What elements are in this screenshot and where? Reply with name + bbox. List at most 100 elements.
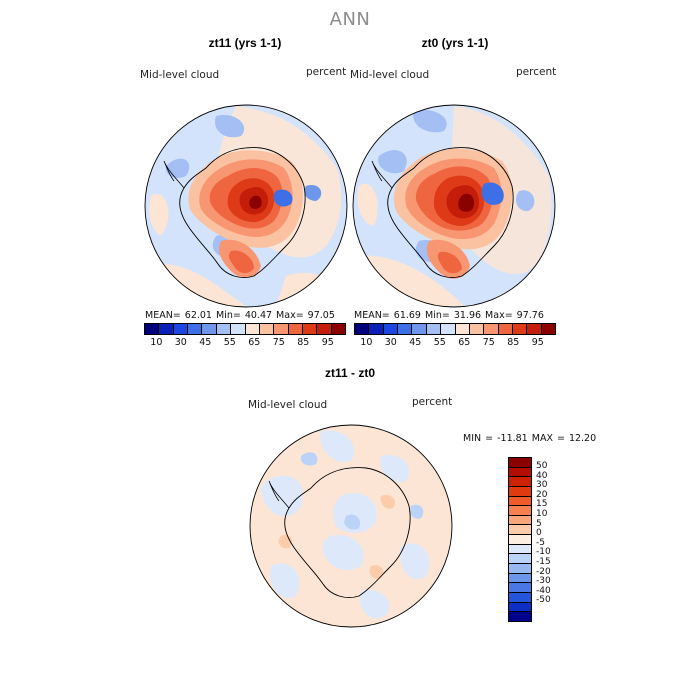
colorbar-tick-label: 65 [458,337,471,348]
colorbar-swatch [509,564,531,574]
panel2-polar-map [352,104,556,308]
colorbar-swatch [541,324,556,334]
panel1-units-label: percent [306,66,347,78]
colorbar-tick-label: 10 [536,509,548,520]
panel1-colorbar [144,323,346,335]
colorbar-swatch [173,324,189,334]
colorbar-tick-label: 30 [174,337,187,348]
colorbar-swatch [159,324,174,334]
panel2-title: zt0 (yrs 1-1) [421,36,489,50]
panel1-polar-map [144,104,348,308]
colorbar-swatch [509,486,531,497]
colorbar-swatch [509,515,531,526]
colorbar-tick-label: -5 [536,537,545,548]
panel2-colorbar-ticks: 10 30 45 55 65 75 85 95 [354,337,564,349]
colorbar-swatch [216,324,232,334]
colorbar-swatch [317,324,332,334]
colorbar-swatch [484,324,499,334]
colorbar-tick-label: 30 [536,480,548,491]
panel1-variable-label: Mid-level cloud [140,69,220,81]
colorbar-tick-label: -20 [536,566,551,577]
colorbar-swatch [509,496,531,507]
colorbar-swatch [512,324,528,334]
panel2-stats: MEAN= 61.69 Min= 31.96 Max= 97.76 [354,310,544,321]
colorbar-tick-label: 45 [409,337,422,348]
colorbar-swatch [383,324,399,334]
colorbar-tick-label: 75 [272,337,285,348]
colorbar-tick-label: 5 [536,518,542,529]
colorbar-swatch [527,324,542,334]
colorbar-swatch [509,458,531,468]
panel2-variable-label: Mid-level cloud [350,69,430,81]
colorbar-swatch [441,324,456,334]
colorbar-tick-label: -50 [536,595,551,606]
colorbar-tick-label: 0 [536,528,542,539]
colorbar-tick-label: 40 [536,470,548,481]
colorbar-tick-label: -30 [536,576,551,587]
panel2-colorbar [354,323,556,335]
colorbar-tick-label: 50 [536,461,548,472]
coastline [179,147,306,278]
colorbar-swatch [509,573,531,584]
colorbar-tick-label: 10 [150,337,163,348]
colorbar-tick-label: 65 [248,337,261,348]
coastline [284,467,411,598]
panel2-units-label: percent [516,66,557,78]
colorbar-swatch [509,506,531,516]
colorbar-swatch [355,324,370,334]
colorbar-swatch [509,525,531,536]
panel1-stats: MEAN= 62.01 Min= 40.47 Max= 97.05 [145,310,335,321]
colorbar-swatch [202,324,217,334]
colorbar-swatch [245,324,260,334]
map-border [249,424,453,628]
colorbar-tick-label: 20 [536,489,548,500]
colorbar-tick-label: 30 [384,337,397,348]
colorbar-swatch [188,324,203,334]
colorbar-swatch [509,602,531,613]
colorbar-swatch [509,467,531,478]
panel1-title: zt11 (yrs 1-1) [208,36,282,50]
panel3-title: zt11 - zt0 [324,366,375,380]
colorbar-swatch [274,324,289,334]
colorbar-swatch [509,583,531,593]
colorbar-tick-label: -40 [536,585,551,596]
colorbar-tick-label: -10 [536,547,551,558]
colorbar-tick-label: 15 [536,499,548,510]
panel3-units-label: percent [412,396,453,408]
colorbar-tick-label: 85 [297,337,310,348]
colorbar-tick-label: 85 [507,337,520,348]
colorbar-swatch [398,324,413,334]
panel3-polar-map [249,424,453,628]
colorbar-swatch [231,324,246,334]
panel3-variable-label: Mid-level cloud [248,399,328,411]
colorbar-swatch [469,324,485,334]
colorbar-tick-label: 95 [531,337,544,348]
panel3-stats: MIN = -11.81 MAX = 12.20 [463,433,597,444]
colorbar-tick-label: 55 [433,337,446,348]
coastline [387,147,514,278]
colorbar-swatch [331,324,346,334]
colorbar-swatch [509,544,531,555]
panel1-colorbar-ticks: 10 30 45 55 65 75 85 95 [144,337,354,349]
colorbar-swatch [509,592,531,603]
colorbar-tick-label: 75 [482,337,495,348]
colorbar-swatch [369,324,384,334]
colorbar-swatch [302,324,318,334]
colorbar-swatch [509,535,531,545]
colorbar-swatch [412,324,427,334]
colorbar-swatch [509,554,531,565]
colorbar-swatch [455,324,470,334]
colorbar-swatch [426,324,442,334]
colorbar-tick-label: 45 [199,337,212,348]
colorbar-swatch [145,324,160,334]
colorbar-tick-label: 10 [360,337,373,348]
colorbar-swatch [259,324,275,334]
main-title: ANN [329,9,371,30]
map-border [144,104,348,308]
colorbar-tick-label: -15 [536,556,551,567]
panel3-colorbar [508,457,532,622]
colorbar-tick-label: 95 [321,337,334,348]
colorbar-swatch [498,324,513,334]
colorbar-swatch [509,612,531,621]
colorbar-tick-label: 55 [223,337,236,348]
